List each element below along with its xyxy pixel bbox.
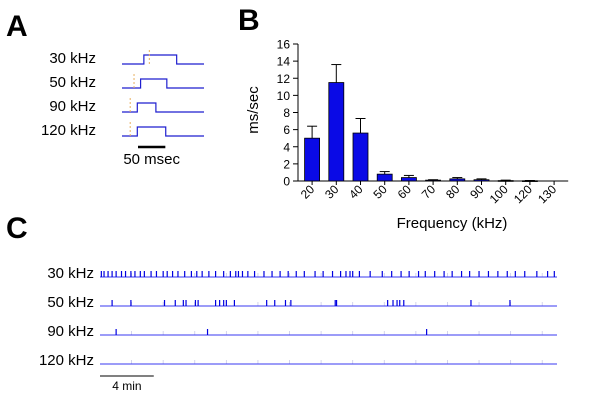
raster-label: 120 kHz [39, 352, 94, 369]
x-tick-label: 60 [395, 182, 415, 202]
y-tick-label: 12 [277, 72, 291, 86]
y-axis-label: ms/sec [245, 86, 262, 134]
bar [473, 179, 490, 182]
y-tick-label: 0 [283, 175, 290, 189]
raster-label: 30 kHz [47, 265, 94, 282]
y-tick-label: 16 [277, 38, 291, 52]
panel-a-stimulus-traces: 30 kHz 50 kHz 90 kHz 120 kHz 50 msec [41, 50, 204, 168]
x-tick-label: 90 [467, 182, 487, 202]
x-tick-label: 70 [419, 182, 439, 202]
stimulus-label: 120 kHz [41, 122, 96, 139]
y-tick-label: 14 [277, 55, 291, 69]
x-tick-label: 80 [443, 182, 463, 202]
x-tick-label: 50 [370, 182, 390, 202]
raster-label: 90 kHz [47, 323, 94, 340]
y-tick-label: 8 [283, 106, 290, 120]
panel-b-bar-chart: ms/sec Frequency (kHz) 0 2 4 6 8 10 12 14 16 20 30… [245, 38, 569, 232]
x-tick-label: 130 [535, 182, 559, 206]
stimulus-trace [122, 54, 204, 65]
stimulus-trace [122, 102, 204, 113]
bar [400, 177, 417, 182]
bar [425, 179, 442, 182]
stimulus-label: 50 kHz [49, 74, 96, 91]
y-tick-label: 4 [283, 140, 290, 154]
stimulus-label: 90 kHz [49, 98, 96, 115]
x-tick-label: 40 [346, 182, 366, 202]
y-tick-label: 10 [277, 89, 291, 103]
bar [449, 178, 466, 182]
panel-a-letter: A [6, 10, 28, 43]
x-tick-label: 20 [298, 182, 318, 202]
panel-b-letter: B [238, 4, 260, 37]
bar [328, 82, 345, 182]
bar [497, 180, 514, 182]
time-scale-label: 4 min [112, 379, 141, 393]
stimulus-label: 30 kHz [49, 50, 96, 67]
bar [352, 132, 369, 182]
x-axis-label: Frequency (kHz) [397, 215, 508, 232]
bar [304, 137, 321, 182]
y-tick-label: 6 [283, 123, 290, 137]
stimulus-trace [122, 126, 204, 137]
x-tick-label: 120 [511, 182, 535, 206]
x-tick-label: 30 [322, 182, 342, 202]
panel-c-letter: C [6, 212, 28, 245]
scale-bar-label: 50 msec [123, 151, 180, 168]
stimulus-trace [122, 78, 204, 89]
raster-label: 50 kHz [47, 294, 94, 311]
panel-c-event-rasters: 30 kHz 50 kHz 90 kHz 120 kHz 4 min [39, 265, 557, 393]
x-tick-label: 100 [487, 182, 511, 206]
y-tick-label: 2 [283, 157, 290, 171]
bar [376, 173, 393, 182]
